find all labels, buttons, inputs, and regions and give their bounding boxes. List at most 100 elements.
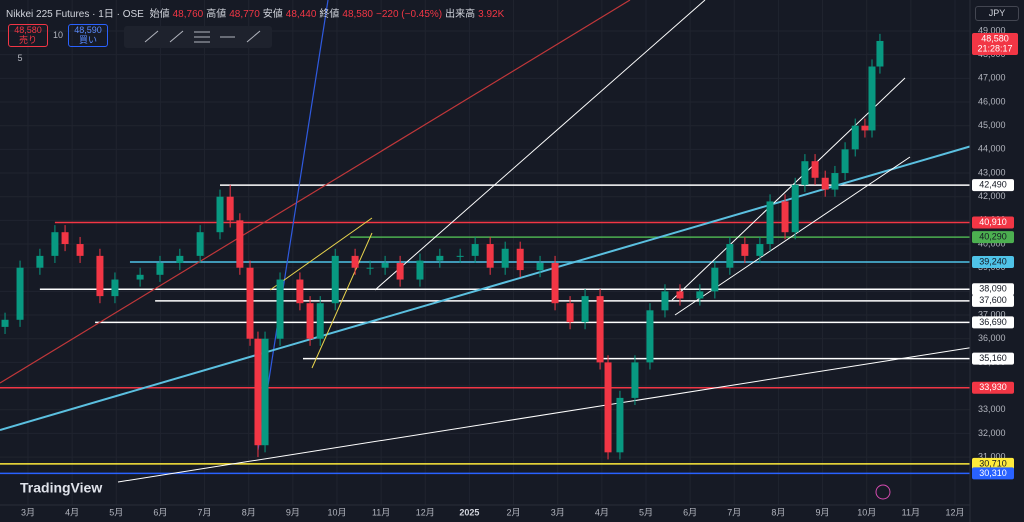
x-tick-label: 3月: [21, 507, 35, 517]
candle-body: [861, 125, 869, 131]
y-tick-label: 37,000: [978, 309, 1006, 319]
level-label: 30,710: [979, 458, 1007, 468]
candle-body: [868, 66, 876, 131]
x-tick-label: 9月: [816, 507, 830, 517]
x-tick-label: 11月: [902, 507, 920, 517]
ohlc-name: 終値: [319, 9, 340, 20]
trend-lines: [0, 0, 976, 483]
y-tick-label: 46,000: [978, 96, 1006, 106]
candle-body: [36, 255, 44, 268]
candle-body: [136, 274, 144, 280]
header: Nikkei 225 Futures · 1日 · OSE 始値 48,760 高値…: [6, 5, 507, 20]
level-tag: [972, 294, 1014, 307]
y-tick-label: 49,000: [978, 25, 1006, 35]
level-label: 30,310: [979, 468, 1007, 478]
candle-body: [631, 362, 639, 398]
ohlc-value: 48,770: [229, 9, 260, 20]
candle-body: [841, 149, 849, 174]
candle-body: [246, 267, 254, 339]
candle-body: [456, 255, 464, 257]
x-tick-label: 5月: [639, 507, 653, 517]
buy-button[interactable]: 48,590 買い: [68, 24, 108, 47]
x-tick-label: 7月: [727, 507, 741, 517]
y-tick-label: 45,000: [978, 120, 1006, 130]
candle-body: [811, 161, 819, 178]
candle-body: [316, 303, 324, 339]
levels: [0, 184, 970, 475]
currency[interactable]: JPY: [975, 6, 1019, 21]
y-tick-label: 36,000: [978, 333, 1006, 343]
volume-name: 出来高: [445, 9, 476, 20]
candle-body: [616, 397, 624, 453]
change: −220 (−0.45%): [375, 9, 443, 20]
candle-body: [536, 262, 544, 271]
level-label: 38,090: [979, 284, 1007, 294]
candle-body: [306, 303, 314, 339]
candle-body: [226, 196, 234, 221]
x-tick-label: 8月: [242, 507, 256, 517]
buy-label: 買い: [78, 35, 97, 45]
y-tick-label: 32,000: [978, 428, 1006, 438]
level-label: 36,690: [979, 317, 1007, 327]
candle-body: [551, 262, 559, 304]
ohlc-value: 48,440: [285, 9, 317, 20]
candle-body: [396, 262, 404, 280]
countdown: 21:28:17: [977, 43, 1012, 53]
candle-body: [711, 267, 719, 292]
level-label: 35,160: [979, 353, 1007, 363]
y-tick-label: 40,000: [978, 238, 1006, 248]
indicators-toggle[interactable]: 5: [17, 53, 23, 63]
y-tick-label: 33,000: [978, 404, 1006, 414]
sell-button[interactable]: 48,580 売り: [8, 24, 48, 47]
ohlc-name: 高値: [206, 9, 227, 20]
candle-body: [254, 338, 262, 446]
last-price-tag: [972, 32, 1018, 55]
candle-body: [1, 319, 9, 327]
y-tick-label: 42,000: [978, 191, 1006, 201]
grid: [0, 0, 970, 505]
brand: TradingView: [20, 480, 102, 496]
candle-body: [216, 196, 224, 233]
candle-body: [791, 184, 799, 233]
last-price: 48,580: [981, 33, 1009, 43]
level-label: 40,290: [979, 232, 1007, 242]
candle-body: [76, 244, 84, 256]
sell-label: 売り: [18, 35, 37, 45]
candle-body: [781, 201, 789, 233]
candles: [1, 33, 884, 460]
candle-body: [741, 244, 749, 256]
candle-body: [596, 296, 604, 363]
candle-body: [851, 125, 859, 150]
candle-body: [236, 220, 244, 268]
candle-body: [831, 173, 839, 190]
candle-body: [661, 291, 669, 311]
level-label: 40,910: [979, 217, 1007, 227]
level-tag: [972, 216, 1014, 229]
x-tick-label: 4月: [595, 507, 609, 517]
level-tag: [972, 381, 1014, 394]
x-tick-label: 6月: [683, 507, 697, 517]
candle-body: [566, 303, 574, 323]
x-tick-label: 3月: [551, 507, 565, 517]
x-tick-label: 5月: [109, 507, 123, 517]
candle-body: [696, 291, 704, 299]
ohlc-name: 安値: [262, 9, 283, 20]
candle-body: [876, 40, 884, 67]
candle-body: [471, 244, 479, 256]
y-tick-label: 31,000: [978, 451, 1006, 461]
level-label: 39,240: [979, 256, 1007, 266]
ohlc-name: 始値: [149, 9, 170, 20]
candle-body: [486, 244, 494, 268]
level-label: 42,490: [979, 179, 1007, 189]
candle-body: [51, 232, 59, 256]
instrument: Nikkei 225 Futures · 1日 · OSE: [6, 9, 144, 20]
candle-body: [604, 362, 612, 453]
level-label: 33,930: [979, 382, 1007, 392]
candle-body: [156, 262, 164, 275]
candle-body: [646, 310, 654, 363]
level-tag: [972, 179, 1014, 192]
candle-body: [96, 255, 104, 297]
x-tick-label: 12月: [945, 507, 964, 517]
candle-body: [276, 279, 284, 339]
